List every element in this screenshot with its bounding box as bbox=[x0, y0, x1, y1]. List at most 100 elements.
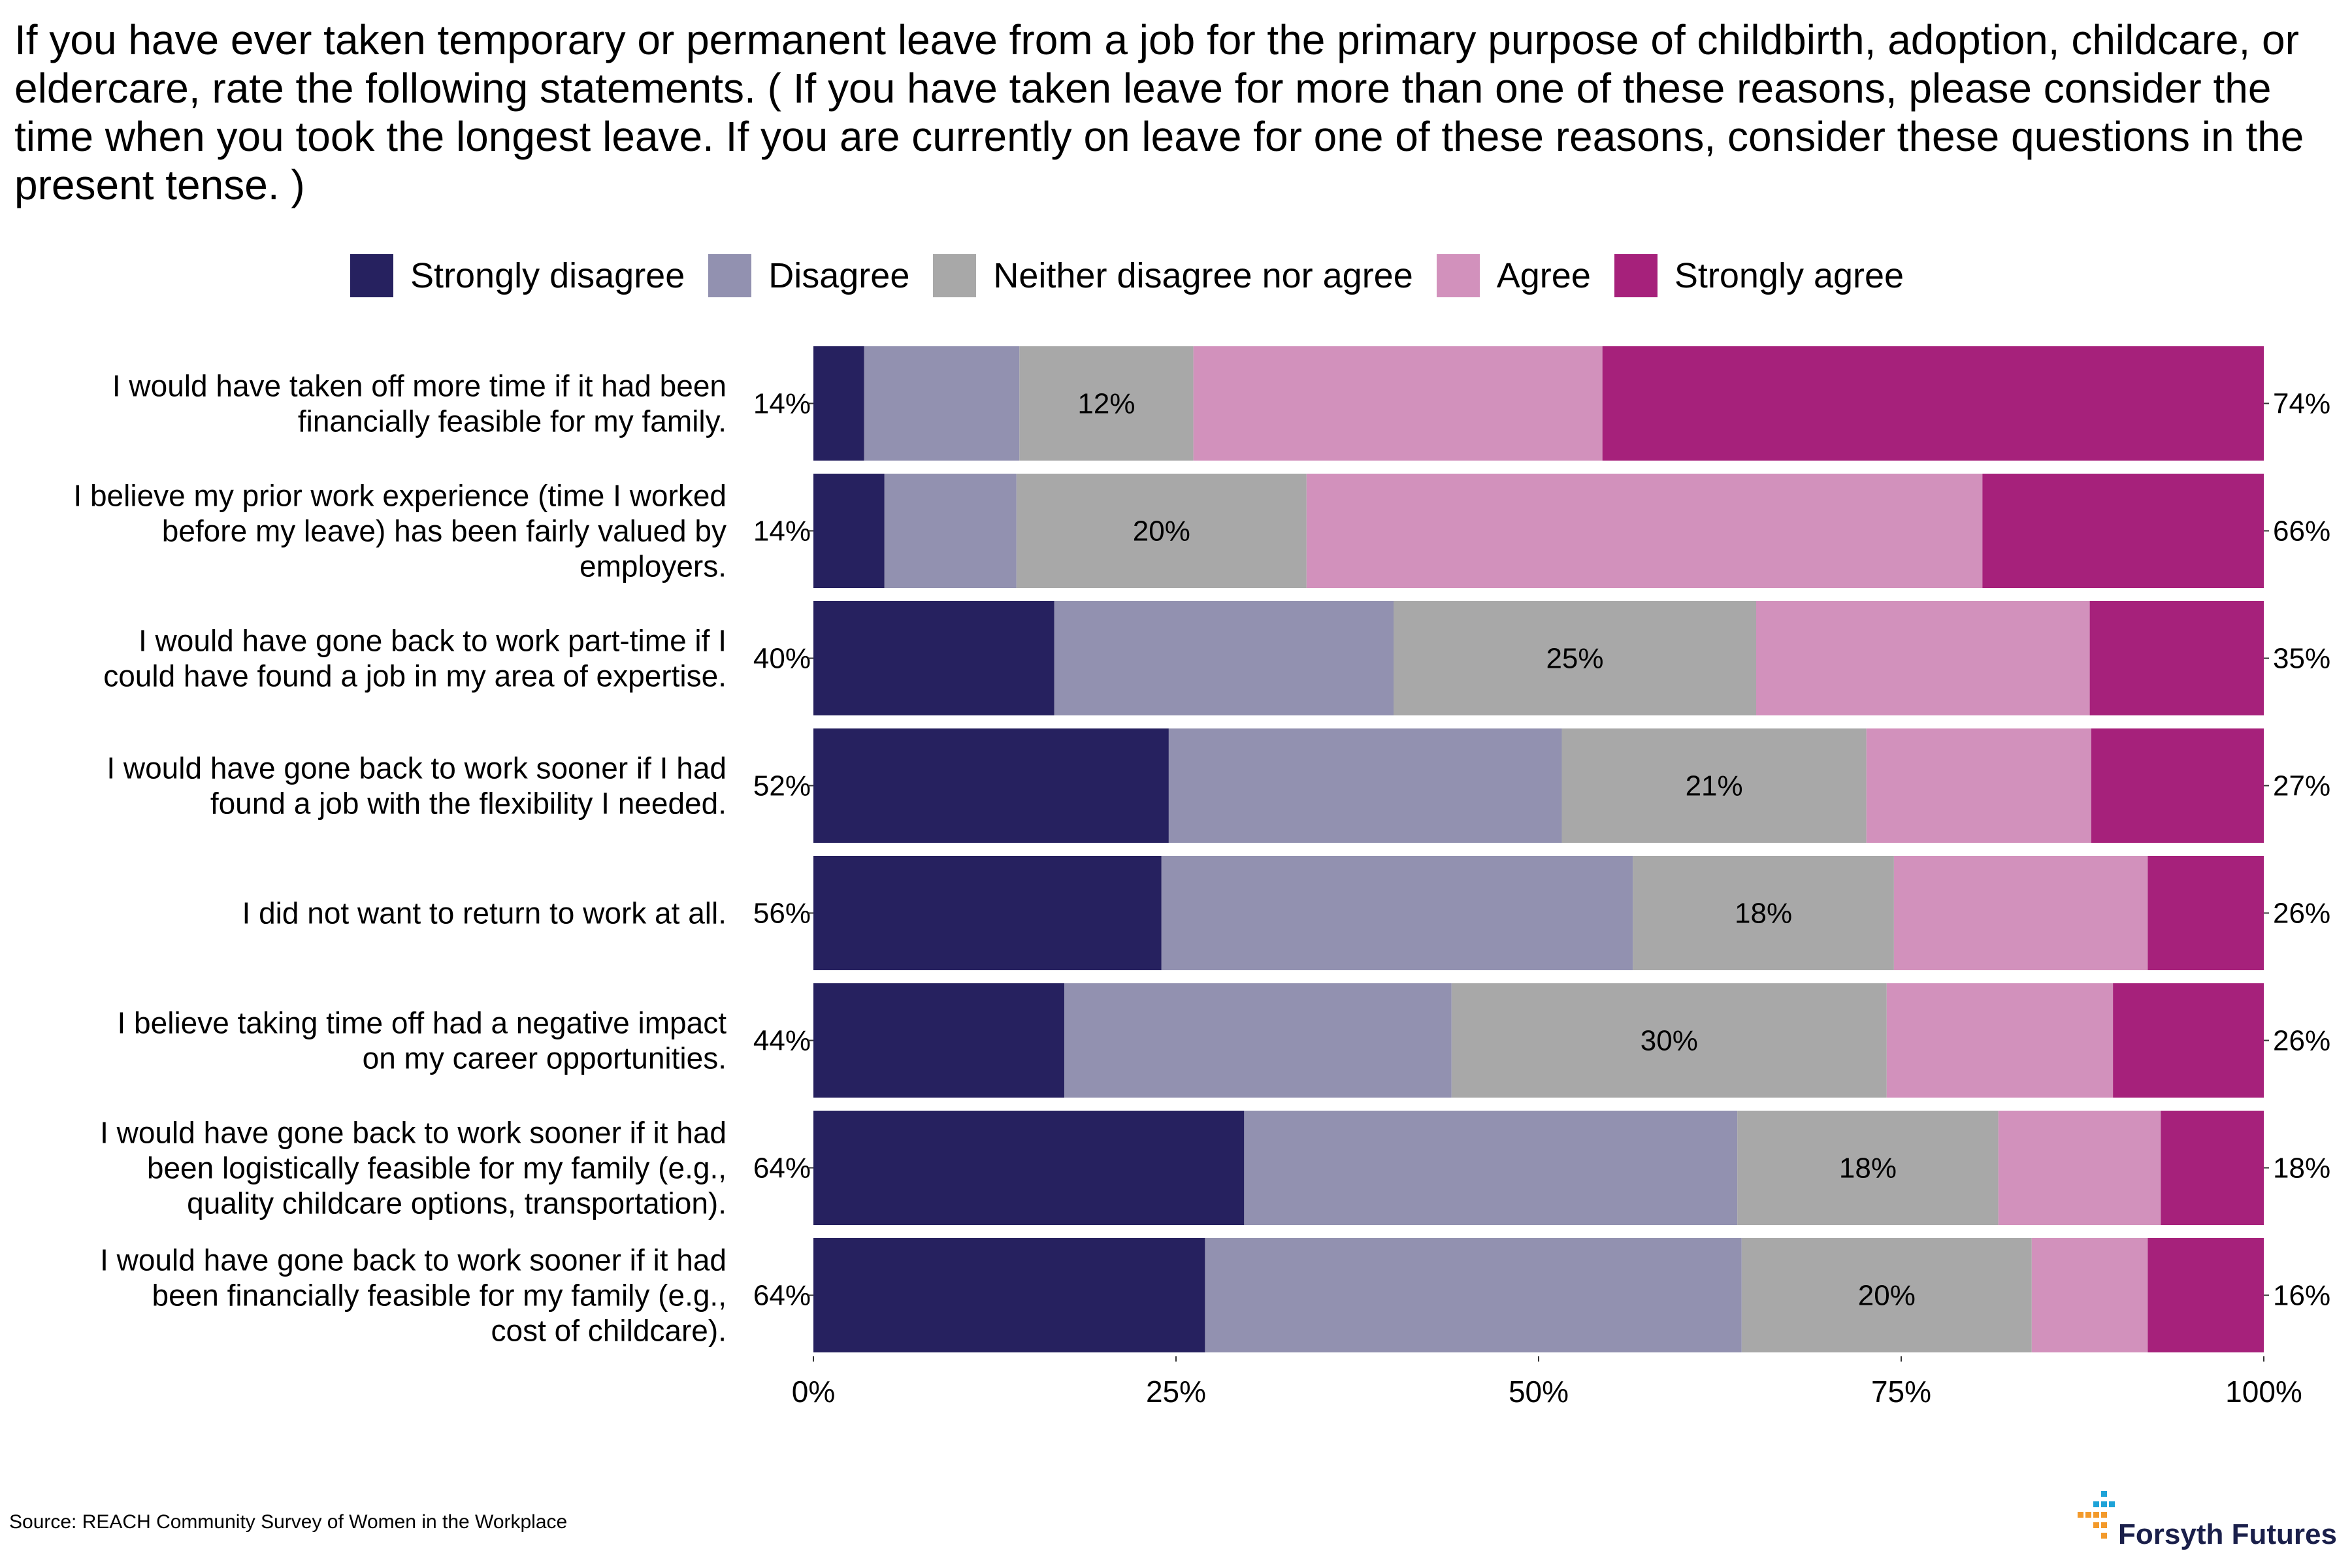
legend-swatch-neither bbox=[933, 254, 977, 297]
agree-total-label: 74% bbox=[2273, 388, 2330, 420]
category-label: I would have gone back to work sooner if… bbox=[100, 1243, 727, 1277]
bar-segment-disagree bbox=[1064, 983, 1452, 1098]
bar-segment-agree bbox=[1893, 856, 2148, 970]
brand-name: Forsyth Futures bbox=[2118, 1518, 2337, 1550]
disagree-total-label: 14% bbox=[753, 515, 811, 547]
bar-segment-strongly-agree bbox=[2113, 983, 2264, 1098]
agree-total-label: 16% bbox=[2273, 1280, 2330, 1312]
bar-segment-strongly-agree bbox=[2089, 601, 2264, 715]
neither-value-label: 30% bbox=[1641, 1025, 1698, 1057]
x-tick-label: 75% bbox=[1871, 1375, 1931, 1409]
bar-segment-neither bbox=[1741, 1238, 2032, 1352]
neither-value-label: 18% bbox=[1839, 1152, 1897, 1184]
legend-item-disagree: Disagree bbox=[708, 254, 909, 297]
disagree-total-label: 44% bbox=[753, 1025, 811, 1057]
bar-segment-disagree bbox=[1054, 601, 1394, 715]
legend-item-neither: Neither disagree nor agree bbox=[933, 254, 1413, 297]
disagree-total-label: 64% bbox=[753, 1152, 811, 1184]
disagree-total-label: 64% bbox=[753, 1280, 811, 1312]
category-label: before my leave) has been fairly valued … bbox=[162, 514, 727, 548]
chart-title: If you have ever taken temporary or perm… bbox=[14, 16, 2304, 208]
category-label: on my career opportunities. bbox=[363, 1041, 727, 1075]
bar-segment-agree bbox=[1998, 1111, 2161, 1225]
bar-segment-agree bbox=[1306, 474, 1983, 588]
neither-value-label: 25% bbox=[1546, 643, 1603, 675]
source-note: Source: REACH Community Survey of Women … bbox=[9, 1511, 568, 1533]
bar-segment-strongly-disagree bbox=[813, 1111, 1245, 1225]
bar-segment-strongly-agree bbox=[2148, 1238, 2264, 1352]
neither-value-label: 21% bbox=[1686, 770, 1743, 802]
bar-segment-agree bbox=[2031, 1238, 2148, 1352]
bar-segment-agree bbox=[1866, 728, 2091, 843]
bar-segment-strongly-disagree bbox=[813, 983, 1065, 1098]
bar-segment-strongly-disagree bbox=[813, 346, 864, 461]
legend: Strongly disagree Disagree Neither disag… bbox=[350, 250, 1927, 302]
bar-segment-strongly-agree bbox=[2091, 728, 2264, 843]
x-tick-label: 25% bbox=[1146, 1375, 1206, 1409]
disagree-total-label: 14% bbox=[753, 388, 811, 420]
bar-segment-strongly-disagree bbox=[813, 601, 1054, 715]
legend-item-strongly-disagree: Strongly disagree bbox=[350, 254, 685, 297]
brand-logo: Forsyth Futures bbox=[2075, 1488, 2349, 1560]
bar-segment-agree bbox=[1756, 601, 2090, 715]
bar-segment-disagree bbox=[1161, 856, 1633, 970]
agree-total-label: 26% bbox=[2273, 898, 2330, 930]
bar-segment-disagree bbox=[884, 474, 1017, 588]
neither-value-label: 12% bbox=[1077, 388, 1135, 420]
category-label: I did not want to return to work at all. bbox=[242, 896, 727, 930]
bar-segment-strongly-agree bbox=[2161, 1111, 2264, 1225]
bar-segment-strongly-agree bbox=[1602, 346, 2264, 461]
legend-swatch-strongly-agree bbox=[1614, 254, 1658, 297]
agree-total-label: 66% bbox=[2273, 515, 2330, 547]
category-label: I believe my prior work experience (time… bbox=[73, 479, 727, 513]
category-label: cost of childcare). bbox=[491, 1314, 727, 1348]
bar-segment-strongly-disagree bbox=[813, 474, 885, 588]
bar-segment-neither bbox=[1016, 474, 1307, 588]
legend-label-strongly-disagree: Strongly disagree bbox=[410, 256, 685, 295]
category-label: been logistically feasible for my family… bbox=[147, 1151, 727, 1185]
legend-swatch-strongly-disagree bbox=[350, 254, 393, 297]
legend-label-neither: Neither disagree nor agree bbox=[993, 256, 1413, 295]
legend-item-strongly-agree: Strongly agree bbox=[1614, 254, 1904, 297]
bar-segment-strongly-agree bbox=[2148, 856, 2264, 970]
x-tick-label: 0% bbox=[792, 1375, 835, 1409]
bar-segment-neither bbox=[1633, 856, 1894, 970]
category-label: I would have gone back to work part-time… bbox=[139, 624, 727, 658]
category-label: been financially feasible for my family … bbox=[152, 1279, 727, 1313]
category-label: I believe taking time off had a negative… bbox=[118, 1006, 727, 1040]
bar-segment-strongly-disagree bbox=[813, 1238, 1205, 1352]
x-tick-label: 50% bbox=[1509, 1375, 1569, 1409]
legend-swatch-agree bbox=[1436, 254, 1480, 297]
agree-total-label: 35% bbox=[2273, 643, 2330, 675]
legend-label-strongly-agree: Strongly agree bbox=[1674, 256, 1904, 295]
agree-total-label: 26% bbox=[2273, 1025, 2330, 1057]
bar-segment-strongly-agree bbox=[1982, 474, 2264, 588]
neither-value-label: 20% bbox=[1858, 1280, 1916, 1312]
agree-total-label: 18% bbox=[2273, 1152, 2330, 1184]
category-label: employers. bbox=[580, 549, 727, 583]
legend-item-agree: Agree bbox=[1436, 254, 1591, 297]
bar-segment-strongly-disagree bbox=[813, 856, 1162, 970]
agree-total-label: 27% bbox=[2273, 770, 2330, 802]
x-tick-label: 100% bbox=[2225, 1375, 2302, 1409]
legend-label-disagree: Disagree bbox=[768, 256, 910, 295]
category-label: I would have taken off more time if it h… bbox=[112, 369, 727, 403]
bar-segment-disagree bbox=[1168, 728, 1562, 843]
bar-segment-neither bbox=[1394, 601, 1756, 715]
bar-segment-strongly-disagree bbox=[813, 728, 1169, 843]
category-label: could have found a job in my area of exp… bbox=[103, 659, 727, 693]
bar-segment-neither bbox=[1561, 728, 1867, 843]
forsyth-futures-logo-icon bbox=[2078, 1491, 2115, 1539]
category-label: I would have gone back to work sooner if… bbox=[100, 1116, 727, 1150]
bar-segment-agree bbox=[1886, 983, 2114, 1098]
category-label: financially feasible for my family. bbox=[298, 404, 727, 438]
neither-value-label: 18% bbox=[1735, 898, 1792, 930]
bar-segment-agree bbox=[1193, 346, 1603, 461]
category-label: found a job with the flexibility I neede… bbox=[210, 787, 727, 821]
neither-value-label: 20% bbox=[1133, 515, 1190, 547]
legend-swatch-disagree bbox=[708, 254, 752, 297]
bar-segment-neither bbox=[1737, 1111, 1999, 1225]
bar-segment-disagree bbox=[1205, 1238, 1742, 1352]
legend-label-agree: Agree bbox=[1496, 256, 1591, 295]
